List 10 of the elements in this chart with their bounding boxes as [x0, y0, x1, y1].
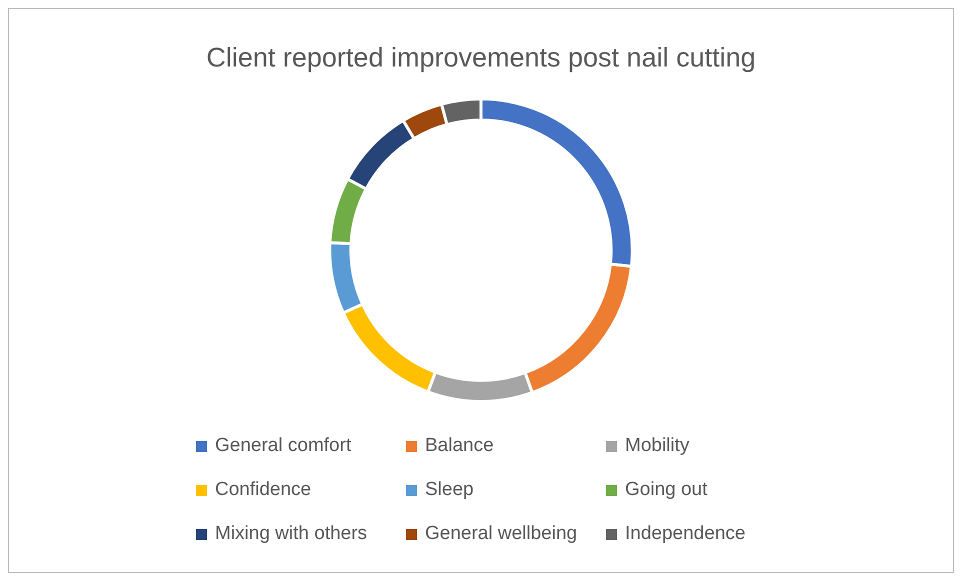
legend-label: General wellbeing	[425, 523, 578, 545]
legend-label: Balance	[425, 435, 494, 457]
legend-label: Sleep	[425, 479, 474, 501]
chart-title: Client reported improvements post nail cutting	[206, 42, 756, 73]
legend-label: General comfort	[215, 435, 352, 457]
legend-label: Going out	[625, 479, 708, 501]
legend-label: Confidence	[215, 479, 312, 501]
legend-label: Mobility	[625, 435, 690, 457]
legend-label: Mixing with others	[215, 523, 368, 545]
legend-label: Independence	[625, 523, 746, 545]
